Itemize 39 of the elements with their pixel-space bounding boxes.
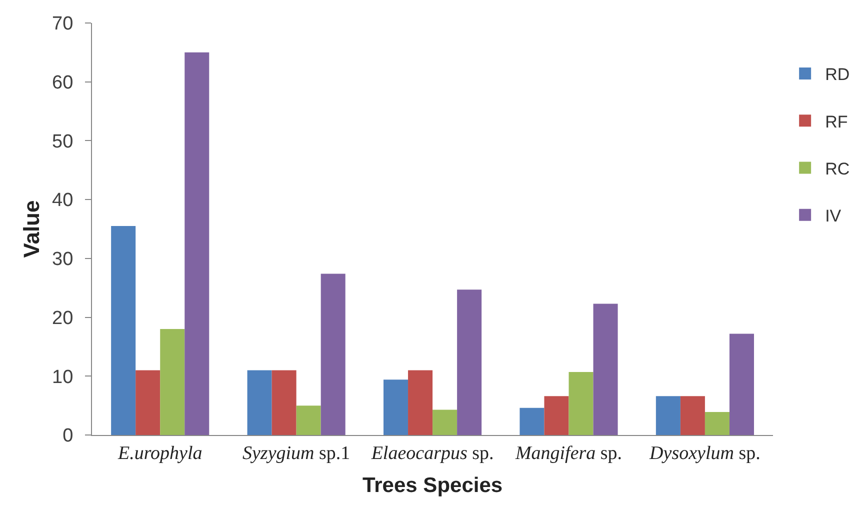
bar	[656, 396, 680, 435]
x-tick-label: Mangifera sp.	[514, 442, 622, 464]
x-axis-title: Trees Species	[362, 474, 503, 497]
legend-label: RD	[825, 65, 850, 84]
bar	[320, 274, 346, 435]
x-tick-label: Syzygium sp.1	[242, 442, 350, 464]
x-tick-label: Elaeocarpus sp.	[370, 442, 494, 464]
legend-label: RC	[825, 159, 850, 178]
bar	[272, 370, 296, 435]
y-tick-label: 30	[52, 249, 74, 270]
bar	[680, 396, 705, 435]
bar	[593, 304, 618, 435]
x-tick-label: Dysoxylum sp.	[648, 442, 760, 464]
bar	[544, 396, 569, 435]
legend-label: IV	[825, 206, 842, 226]
bar	[729, 334, 754, 435]
bar	[384, 380, 408, 435]
bar	[408, 370, 433, 435]
y-tick-label: 50	[52, 131, 74, 152]
x-tick-label: E.urophyla	[116, 442, 202, 464]
bar	[160, 329, 185, 435]
bar	[111, 226, 136, 435]
y-tick-label: 20	[52, 308, 74, 329]
bar	[184, 52, 210, 435]
bar	[296, 406, 321, 435]
legend-label: RF	[825, 112, 848, 132]
y-axis-title: Value	[18, 200, 44, 258]
y-tick-label: 0	[62, 426, 74, 447]
y-tick-label: 70	[52, 14, 74, 35]
bar	[136, 370, 160, 435]
bar	[457, 290, 482, 435]
bar	[247, 370, 272, 435]
y-tick-label: 40	[52, 190, 74, 212]
y-tick-label: 10	[52, 366, 74, 388]
y-tick-label: 60	[52, 72, 74, 94]
bar	[520, 408, 544, 435]
bar	[704, 412, 730, 435]
bar	[432, 410, 458, 435]
bar	[568, 372, 594, 435]
